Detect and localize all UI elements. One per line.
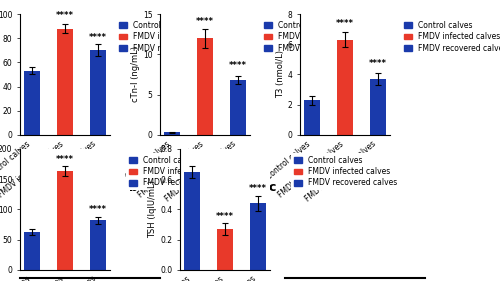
Bar: [57, 171, 73, 270]
Bar: [370, 79, 386, 135]
Legend: Control calves, FMDV infected calves, FMDV recovered calves: Control calves, FMDV infected calves, FM…: [262, 18, 370, 56]
Text: ****: ****: [228, 62, 246, 71]
Bar: [90, 50, 106, 135]
Y-axis label: TSH (IqIU/mL): TSH (IqIU/mL): [148, 180, 158, 238]
Legend: Control calves, FMDV infected calves, FMDV recovered calves: Control calves, FMDV infected calves, FM…: [116, 18, 226, 56]
Text: ****: ****: [216, 212, 234, 221]
Text: ****: ****: [88, 205, 106, 214]
Bar: [184, 172, 200, 270]
Legend: Control calves, FMDV infected calves, FMDV recovered calves: Control calves, FMDV infected calves, FM…: [126, 153, 236, 191]
Y-axis label: T3 (nmol/L): T3 (nmol/L): [276, 51, 284, 98]
Bar: [337, 40, 353, 135]
Bar: [24, 232, 40, 270]
Bar: [164, 132, 180, 135]
Bar: [250, 203, 266, 270]
Text: ****: ****: [196, 17, 214, 26]
Legend: Control calves, FMDV infected calves, FMDV recovered calves: Control calves, FMDV infected calves, FM…: [292, 153, 401, 191]
Bar: [217, 229, 233, 270]
Legend: Control calves, FMDV infected calves, FMDV recovered calves: Control calves, FMDV infected calves, FM…: [402, 18, 500, 56]
Bar: [197, 38, 213, 135]
Text: c: c: [268, 181, 276, 194]
Bar: [90, 220, 106, 270]
Text: ****: ****: [56, 11, 74, 20]
Text: ****: ****: [368, 59, 386, 69]
Text: ****: ****: [56, 155, 74, 164]
Bar: [57, 29, 73, 135]
Bar: [230, 80, 246, 135]
Text: b: b: [128, 181, 138, 194]
Bar: [24, 71, 40, 135]
Bar: [304, 100, 320, 135]
Text: ****: ****: [248, 184, 266, 193]
Y-axis label: cTn-I (ng/mL): cTn-I (ng/mL): [131, 46, 140, 103]
Text: ****: ****: [336, 19, 354, 28]
Text: ****: ****: [88, 33, 106, 42]
